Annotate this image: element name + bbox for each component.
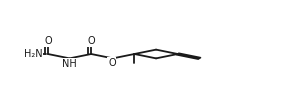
Text: O: O: [44, 36, 52, 46]
Text: O: O: [108, 58, 116, 68]
Text: H₂N: H₂N: [24, 49, 42, 59]
Text: O: O: [87, 36, 95, 46]
Text: NH: NH: [62, 59, 77, 69]
